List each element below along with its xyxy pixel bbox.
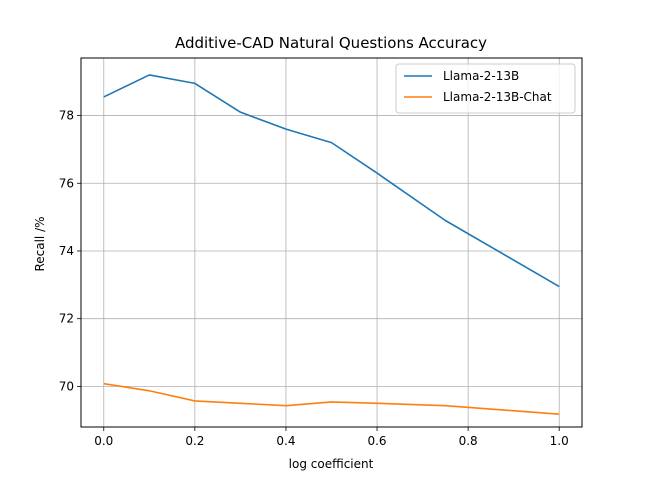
legend-label: Llama-2-13B-Chat: [443, 90, 552, 104]
y-tick-label: 76: [59, 176, 74, 190]
y-tick-label: 70: [59, 379, 74, 393]
y-tick-label: 74: [59, 244, 74, 258]
x-tick-label: 1.0: [550, 434, 569, 448]
x-tick-label: 0.6: [367, 434, 386, 448]
chart-title: Additive-CAD Natural Questions Accuracy: [175, 34, 487, 52]
series-line-1: [103, 74, 560, 288]
legend: Llama-2-13B Llama-2-13B-Chat: [395, 63, 576, 114]
x-tick-label: 0.4: [276, 434, 295, 448]
legend-label: Llama-2-13B: [443, 69, 519, 83]
x-tick-label: 0.0: [94, 434, 113, 448]
plot-frame: [80, 57, 583, 428]
axis-ticks: 0.0 0.2 0.4 0.6 0.8 1.0 70 72 74 76 78: [59, 109, 569, 448]
y-tick-label: 78: [59, 109, 74, 123]
y-axis-label: Recall /%: [33, 216, 47, 271]
series-line-2: [103, 382, 560, 415]
x-tick-label: 0.2: [185, 434, 204, 448]
legend-box: [395, 63, 576, 114]
x-axis-label: log coefficient: [289, 457, 374, 471]
y-tick-label: 72: [59, 312, 74, 326]
series-lines: [103, 74, 560, 415]
grid: [81, 58, 582, 427]
x-tick-label: 0.8: [459, 434, 478, 448]
